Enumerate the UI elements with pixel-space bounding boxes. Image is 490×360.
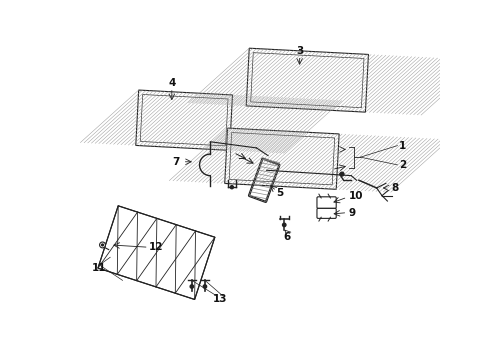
Text: 10: 10 xyxy=(349,191,364,201)
Text: 6: 6 xyxy=(284,232,291,242)
Circle shape xyxy=(230,186,233,189)
Text: 7: 7 xyxy=(173,157,180,167)
Text: 2: 2 xyxy=(399,160,406,170)
Bar xyxy=(136,90,232,150)
Text: 11: 11 xyxy=(92,263,107,273)
Circle shape xyxy=(99,242,105,248)
Text: 4: 4 xyxy=(168,78,175,88)
Bar xyxy=(251,53,364,108)
Text: 12: 12 xyxy=(149,242,164,252)
Bar xyxy=(229,132,335,185)
FancyBboxPatch shape xyxy=(317,197,336,208)
Text: 13: 13 xyxy=(213,294,227,304)
Text: 8: 8 xyxy=(392,183,399,193)
Bar xyxy=(98,206,215,300)
FancyBboxPatch shape xyxy=(317,208,336,219)
Bar xyxy=(225,128,339,189)
Circle shape xyxy=(203,285,207,288)
Circle shape xyxy=(101,244,103,246)
Bar xyxy=(250,159,279,201)
Bar xyxy=(98,206,215,300)
Bar xyxy=(140,95,228,146)
Text: 5: 5 xyxy=(276,188,283,198)
Circle shape xyxy=(190,285,194,288)
Text: 3: 3 xyxy=(296,46,303,56)
Circle shape xyxy=(283,223,286,226)
Bar xyxy=(246,48,368,112)
Text: 1: 1 xyxy=(399,141,406,150)
Text: 9: 9 xyxy=(349,208,356,217)
Circle shape xyxy=(340,172,344,176)
